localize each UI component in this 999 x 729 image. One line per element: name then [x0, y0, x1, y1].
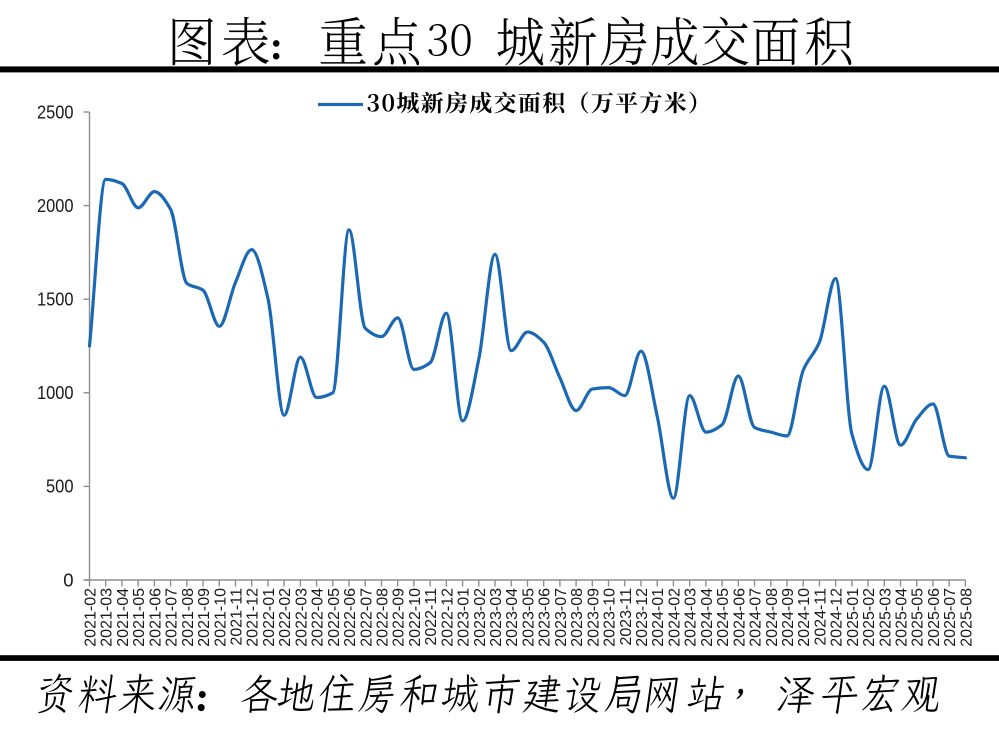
svg-text:2024-10: 2024-10 [796, 588, 813, 647]
svg-text:2021-03: 2021-03 [99, 588, 116, 647]
svg-text:2022-08: 2022-08 [374, 588, 391, 647]
svg-text:2021-04: 2021-04 [115, 588, 132, 647]
svg-text:2022-09: 2022-09 [391, 588, 408, 647]
svg-text:2024-03: 2024-03 [683, 588, 700, 647]
svg-text:2023-10: 2023-10 [602, 588, 619, 647]
svg-text:2023-04: 2023-04 [504, 588, 521, 647]
svg-text:2024-11: 2024-11 [812, 588, 829, 646]
svg-text:500: 500 [46, 476, 74, 497]
svg-text:2023-03: 2023-03 [488, 588, 505, 647]
svg-text:2024-01: 2024-01 [650, 588, 667, 647]
svg-text:2022-01: 2022-01 [261, 588, 278, 647]
svg-text:0: 0 [63, 569, 73, 590]
svg-text:2021-10: 2021-10 [212, 588, 229, 647]
svg-text:2025-02: 2025-02 [861, 588, 878, 647]
svg-text:2023-06: 2023-06 [537, 588, 554, 647]
svg-text:2024-12: 2024-12 [829, 588, 846, 647]
svg-text:2023-12: 2023-12 [634, 588, 651, 647]
svg-text:2022-02: 2022-02 [277, 588, 294, 647]
svg-text:2023-05: 2023-05 [520, 588, 537, 647]
svg-text:2023-02: 2023-02 [472, 588, 489, 647]
svg-text:2022-10: 2022-10 [407, 588, 424, 647]
svg-text:2021-09: 2021-09 [196, 588, 213, 647]
svg-text:2024-02: 2024-02 [666, 588, 683, 647]
svg-text:2024-09: 2024-09 [780, 588, 797, 647]
svg-text:2022-11: 2022-11 [423, 588, 440, 646]
svg-text:2021-08: 2021-08 [180, 588, 197, 647]
svg-text:2025-07: 2025-07 [942, 588, 959, 647]
svg-text:2022-12: 2022-12 [439, 588, 456, 647]
svg-text:2500: 2500 [37, 101, 74, 122]
svg-text:2021-12: 2021-12 [245, 588, 262, 647]
svg-text:2025-03: 2025-03 [877, 588, 894, 647]
svg-text:2023-11: 2023-11 [618, 588, 635, 646]
svg-text:2023-07: 2023-07 [553, 588, 570, 647]
svg-text:2025-06: 2025-06 [926, 588, 943, 647]
svg-text:2024-04: 2024-04 [699, 588, 716, 647]
svg-text:2024-08: 2024-08 [764, 588, 781, 647]
svg-text:2023-01: 2023-01 [456, 588, 473, 647]
svg-text:2024-05: 2024-05 [715, 588, 732, 647]
svg-text:2021-06: 2021-06 [147, 588, 164, 647]
svg-text:2025-01: 2025-01 [845, 588, 862, 647]
svg-text:2023-09: 2023-09 [585, 588, 602, 647]
svg-text:2021-05: 2021-05 [131, 588, 148, 647]
svg-text:2022-03: 2022-03 [293, 588, 310, 647]
svg-text:1000: 1000 [37, 382, 74, 403]
svg-text:2021-07: 2021-07 [164, 588, 181, 647]
svg-text:2025-05: 2025-05 [910, 588, 927, 647]
svg-text:2022-04: 2022-04 [310, 588, 327, 647]
svg-text:1500: 1500 [37, 289, 74, 310]
svg-text:2000: 2000 [37, 195, 74, 216]
svg-text:2023-08: 2023-08 [569, 588, 586, 647]
svg-text:2022-05: 2022-05 [326, 588, 343, 647]
svg-text:2021-11: 2021-11 [228, 588, 245, 646]
svg-text:2024-06: 2024-06 [731, 588, 748, 647]
svg-text:2024-07: 2024-07 [748, 588, 765, 647]
svg-text:2021-02: 2021-02 [83, 588, 100, 647]
svg-text:2025-08: 2025-08 [958, 588, 975, 647]
svg-text:2025-04: 2025-04 [894, 588, 911, 647]
svg-text:2022-06: 2022-06 [342, 588, 359, 647]
svg-text:2022-07: 2022-07 [358, 588, 375, 647]
